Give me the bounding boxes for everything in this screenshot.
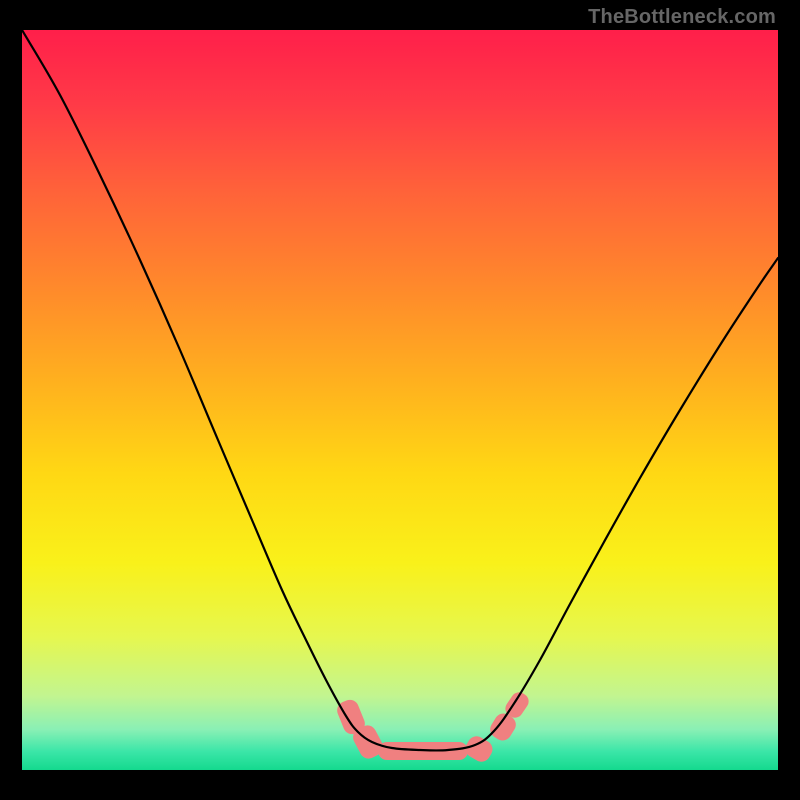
- chart-container: TheBottleneck.com: [0, 0, 800, 800]
- watermark-text: TheBottleneck.com: [588, 6, 776, 29]
- plot-background: [22, 30, 778, 770]
- bottleneck-curve-chart: [0, 0, 800, 800]
